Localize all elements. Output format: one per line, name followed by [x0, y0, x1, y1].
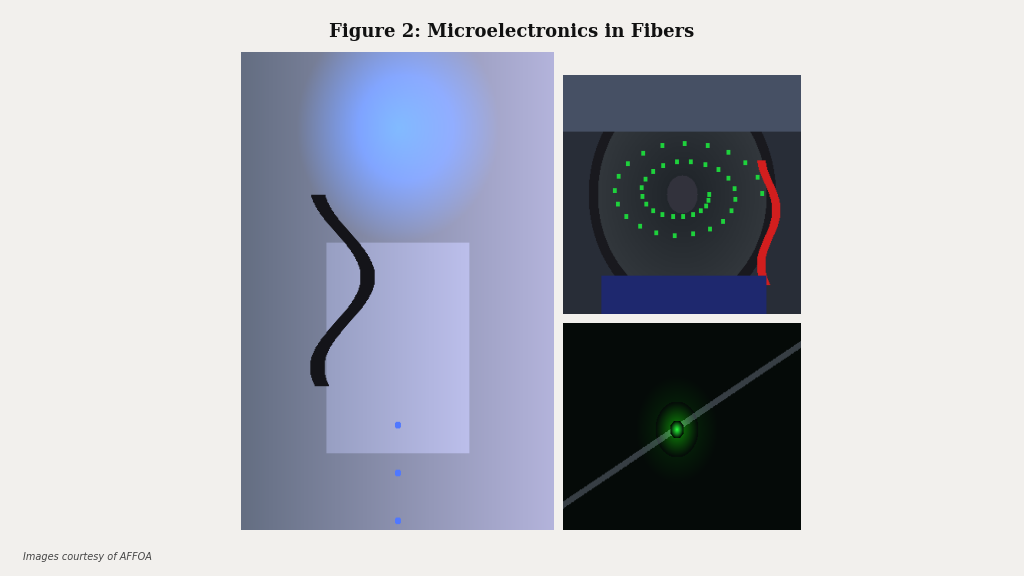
- Text: Images courtesy of AFFOA: Images courtesy of AFFOA: [23, 552, 152, 562]
- Text: Figure 2: Microelectronics in Fibers: Figure 2: Microelectronics in Fibers: [330, 23, 694, 41]
